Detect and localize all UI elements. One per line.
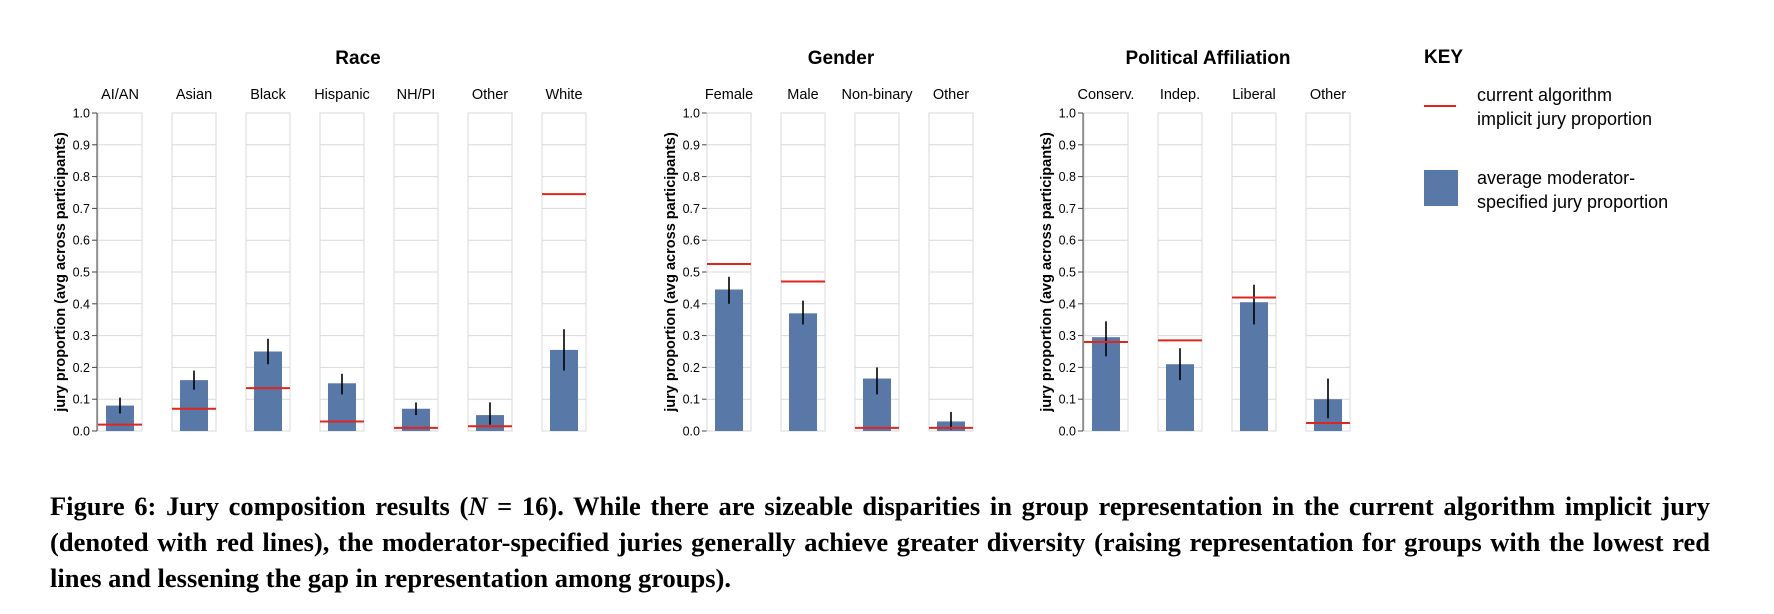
y-axis-label-1: jury proportion (avg across participants… bbox=[663, 132, 679, 413]
moderator-bar-0-2 bbox=[254, 351, 282, 431]
y-tick-label-0-5: 0.5 bbox=[73, 266, 90, 280]
y-tick-label-2-6: 0.6 bbox=[1059, 234, 1076, 248]
y-tick-label-1-3: 0.3 bbox=[683, 329, 700, 343]
moderator-bar-0-4 bbox=[402, 408, 430, 431]
category-label-2-1: Indep. bbox=[1160, 87, 1200, 103]
category-label-2-2: Liberal bbox=[1232, 87, 1276, 103]
figure-caption: Figure 6: Jury composition results (N = … bbox=[50, 488, 1710, 596]
panel-title-1: Gender bbox=[808, 48, 875, 69]
y-tick-label-2-0: 0.0 bbox=[1059, 425, 1076, 439]
category-label-2-3: Other bbox=[1310, 87, 1346, 103]
category-label-0-4: NH/PI bbox=[397, 87, 436, 103]
key-red-line-label-1: implicit jury proportion bbox=[1477, 109, 1652, 129]
y-tick-label-0-8: 0.8 bbox=[73, 170, 90, 184]
category-label-0-0: AI/AN bbox=[101, 87, 139, 103]
y-tick-label-0-4: 0.4 bbox=[73, 297, 90, 311]
category-label-0-2: Black bbox=[250, 87, 286, 103]
category-label-1-0: Female bbox=[705, 87, 753, 103]
caption-n-value: = 16 bbox=[487, 491, 549, 521]
y-tick-label-2-1: 0.1 bbox=[1059, 393, 1076, 407]
y-tick-label-2-8: 0.8 bbox=[1059, 170, 1076, 184]
category-label-2-0: Conserv. bbox=[1078, 87, 1135, 103]
y-tick-label-1-5: 0.5 bbox=[683, 266, 700, 280]
y-tick-label-2-7: 0.7 bbox=[1059, 202, 1076, 216]
y-axis-label-2: jury proportion (avg across participants… bbox=[1039, 132, 1055, 413]
key-red-line-label-0: current algorithm bbox=[1477, 85, 1612, 105]
y-tick-label-1-8: 0.8 bbox=[683, 170, 700, 184]
y-tick-label-2-2: 0.2 bbox=[1059, 361, 1076, 375]
y-tick-label-1-0: 0.0 bbox=[683, 425, 700, 439]
y-tick-label-0-7: 0.7 bbox=[73, 202, 90, 216]
y-tick-label-2-10: 1.0 bbox=[1059, 107, 1076, 121]
category-label-0-5: Other bbox=[472, 87, 508, 103]
moderator-bar-1-1 bbox=[789, 313, 817, 431]
y-tick-label-1-7: 0.7 bbox=[683, 202, 700, 216]
y-tick-label-1-4: 0.4 bbox=[683, 297, 700, 311]
y-tick-label-2-4: 0.4 bbox=[1059, 297, 1076, 311]
y-tick-label-1-10: 1.0 bbox=[683, 107, 700, 121]
y-tick-label-0-1: 0.1 bbox=[73, 393, 90, 407]
y-tick-label-0-10: 1.0 bbox=[73, 107, 90, 121]
y-tick-label-1-6: 0.6 bbox=[683, 234, 700, 248]
y-tick-label-2-5: 0.5 bbox=[1059, 266, 1076, 280]
category-label-1-3: Other bbox=[933, 87, 969, 103]
caption-prefix: Figure 6: Jury composition results ( bbox=[50, 491, 469, 521]
key-bar-swatch bbox=[1424, 170, 1458, 206]
jury-composition-figure: Race jury proportion (avg across particip… bbox=[53, 47, 1668, 439]
panel-title-0: Race bbox=[335, 48, 380, 69]
key-bar-label-1: specified jury proportion bbox=[1477, 192, 1668, 212]
y-tick-label-0-3: 0.3 bbox=[73, 329, 90, 343]
y-tick-label-0-0: 0.0 bbox=[73, 425, 90, 439]
key-title: KEY bbox=[1424, 47, 1463, 68]
category-label-0-6: White bbox=[545, 87, 582, 103]
y-tick-label-1-2: 0.2 bbox=[683, 361, 700, 375]
category-label-1-1: Male bbox=[787, 87, 818, 103]
caption-suffix: ). While there are sizeable disparities … bbox=[50, 491, 1710, 593]
moderator-bar-1-0 bbox=[715, 289, 743, 431]
y-tick-label-2-9: 0.9 bbox=[1059, 138, 1076, 152]
y-tick-label-0-9: 0.9 bbox=[73, 138, 90, 152]
caption-n-symbol: N bbox=[468, 491, 488, 521]
panel-title-2: Political Affiliation bbox=[1125, 48, 1290, 69]
y-tick-label-0-6: 0.6 bbox=[73, 234, 90, 248]
key-bar-label-0: average moderator- bbox=[1477, 168, 1635, 188]
category-label-0-1: Asian bbox=[176, 87, 212, 103]
y-tick-label-2-3: 0.3 bbox=[1059, 329, 1076, 343]
category-label-1-2: Non-binary bbox=[842, 87, 914, 103]
y-axis-label-0: jury proportion (avg across participants… bbox=[53, 132, 69, 413]
y-tick-label-1-9: 0.9 bbox=[683, 138, 700, 152]
y-tick-label-1-1: 0.1 bbox=[683, 393, 700, 407]
y-tick-label-0-2: 0.2 bbox=[73, 361, 90, 375]
category-label-0-3: Hispanic bbox=[314, 87, 370, 103]
